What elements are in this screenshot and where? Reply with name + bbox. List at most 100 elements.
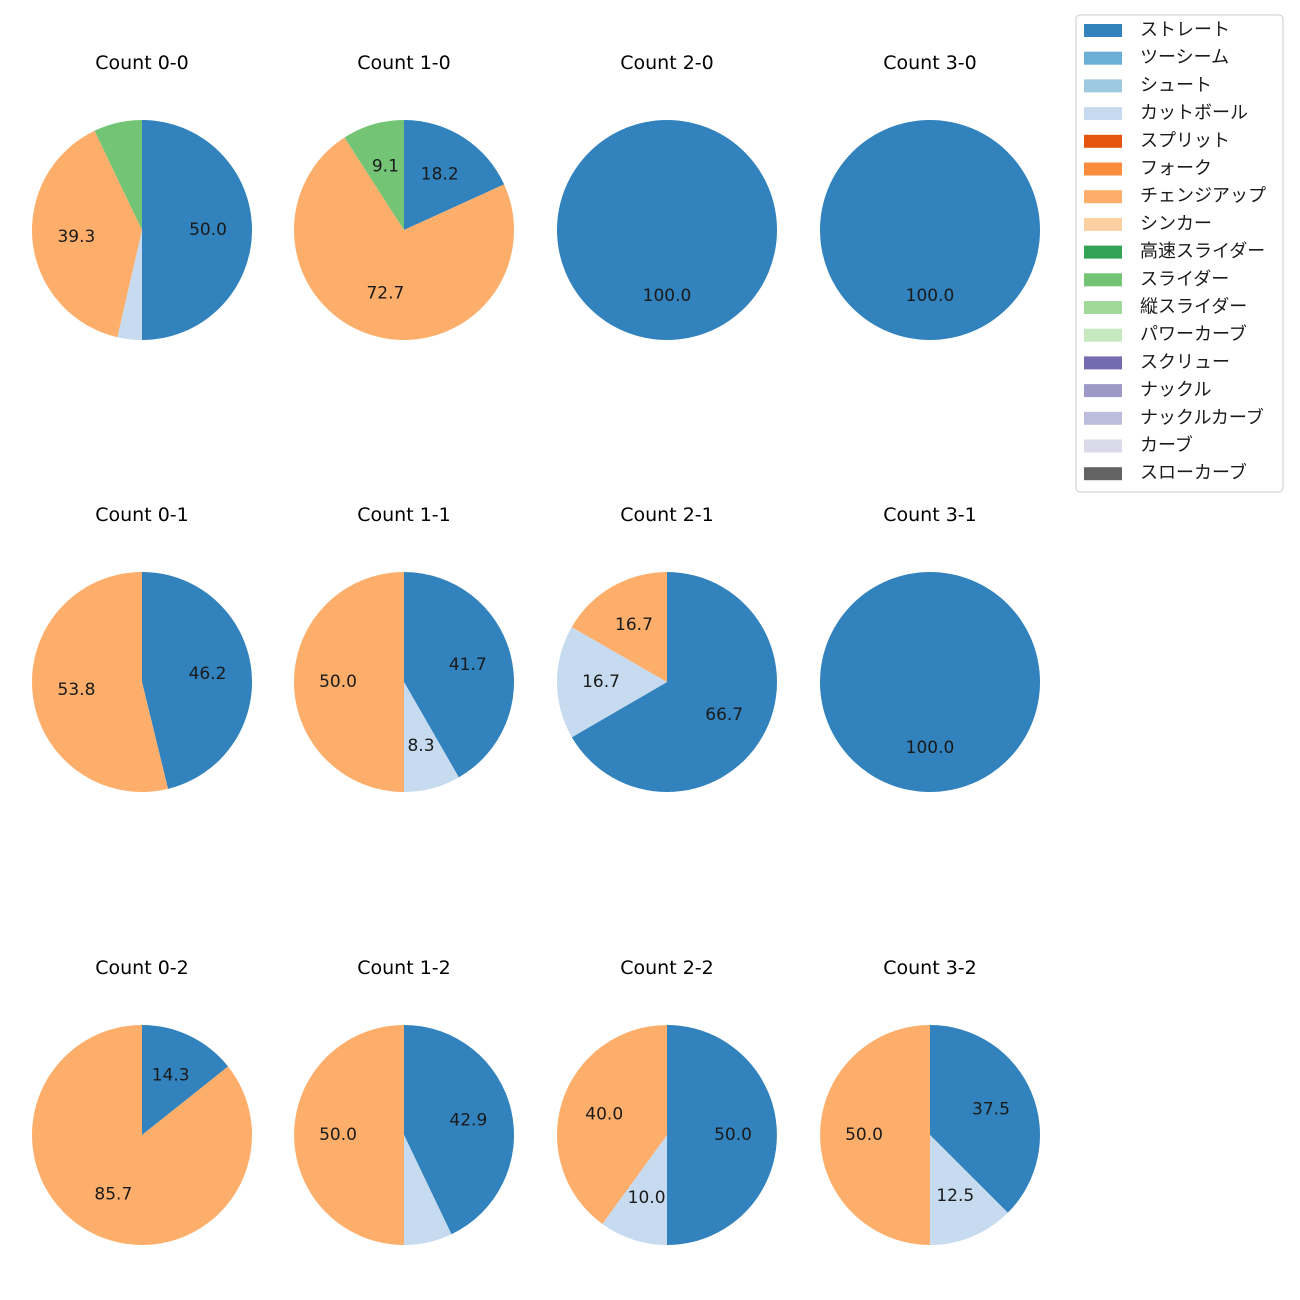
slice-label: 12.5 (936, 1186, 974, 1206)
pie-slice (294, 572, 404, 792)
pie-slice (820, 120, 1040, 340)
pie-title: Count 2-1 (620, 504, 714, 526)
slice-label: 14.3 (152, 1066, 190, 1086)
slice-label: 50.0 (845, 1125, 883, 1145)
slice-label: 16.7 (582, 672, 620, 692)
legend-swatch (1084, 245, 1122, 259)
legend-label: チェンジアップ (1140, 186, 1266, 207)
pie-title: Count 3-2 (883, 957, 977, 979)
pie-slice (294, 1025, 404, 1245)
pie-slice (602, 1135, 667, 1245)
slice-label: 50.0 (189, 220, 227, 240)
legend: ストレートツーシームシュートカットボールスプリットフォークチェンジアップシンカー… (1075, 14, 1284, 493)
slice-label: 40.0 (585, 1105, 623, 1125)
slice-label: 50.0 (714, 1125, 752, 1145)
legend-swatch (1084, 411, 1122, 425)
slice-label: 100.0 (643, 286, 692, 306)
legend-label: シンカー (1140, 213, 1212, 234)
slice-label: 85.7 (94, 1184, 132, 1204)
slice-label: 10.0 (628, 1188, 666, 1208)
legend-frame (1075, 14, 1284, 493)
slice-label: 53.8 (58, 680, 96, 700)
legend-swatch (1084, 51, 1122, 65)
legend-swatch (1084, 439, 1122, 453)
slice-label: 100.0 (906, 286, 955, 306)
pie-6: Count 1-1 41.7 8.3 50.0 (294, 504, 515, 792)
pie-3: Count 2-0 100.0 (557, 52, 777, 340)
legend-label: ナックル (1140, 380, 1211, 401)
pie-8: Count 3-1 100.0 (820, 504, 1040, 792)
slice-label: 39.3 (57, 227, 95, 247)
legend-swatch (1084, 134, 1122, 148)
legend-label: パワーカーブ (1140, 323, 1247, 345)
legend-label: 縦スライダー (1140, 297, 1247, 318)
pie-slice (557, 120, 777, 340)
pie-slice (142, 572, 253, 789)
pie-slice (571, 572, 777, 792)
slice-label: 72.7 (366, 283, 404, 303)
legend-label: 高速スライダー (1140, 241, 1265, 262)
pie-slice (404, 572, 515, 778)
pie-12: Count 3-2 37.5 12.5 50.0 (820, 957, 1040, 1245)
legend-swatch (1084, 273, 1122, 287)
legend-label: スライダー (1140, 269, 1229, 290)
legend-swatch (1084, 328, 1122, 342)
pie-title: Count 1-1 (357, 504, 451, 526)
pie-10: Count 1-2 42.9 50.0 (294, 957, 514, 1245)
pie-slice (117, 230, 142, 340)
slice-label: 41.7 (449, 655, 487, 675)
slice-label: 100.0 (906, 738, 955, 758)
legend-label: カーブ (1140, 434, 1193, 456)
pie-slice (556, 627, 667, 738)
pie-slice (32, 572, 169, 792)
legend-swatch (1084, 79, 1122, 93)
pie-1: Count 0-0 50.0 39.3 (31, 52, 252, 340)
slice-label: 18.2 (421, 164, 459, 184)
legend-swatch (1084, 190, 1122, 204)
legend-swatch (1084, 301, 1122, 314)
pie-slice (557, 1025, 667, 1224)
legend-swatch (1084, 384, 1122, 398)
pie-slice (930, 1025, 1040, 1213)
pie-slice (820, 572, 1040, 792)
slice-label: 37.5 (972, 1100, 1010, 1120)
slice-label: 8.3 (407, 736, 434, 756)
legend-label: ナックルカーブ (1140, 406, 1264, 428)
pie-slice (571, 572, 667, 682)
pie-slice (820, 1025, 930, 1245)
slice-label: 50.0 (319, 1125, 357, 1145)
slice-label: 46.2 (189, 664, 227, 684)
pie-7: Count 2-1 66.7 16.7 16.7 (556, 504, 777, 792)
legend-swatch (1084, 24, 1122, 37)
pie-slice (142, 120, 252, 340)
legend-label: ストレート (1140, 20, 1230, 41)
legend-swatch (1084, 467, 1122, 481)
slice-label: 50.0 (319, 672, 357, 692)
legend-label: スプリット (1140, 130, 1230, 151)
slice-label: 42.9 (449, 1110, 487, 1130)
pie-title: Count 3-1 (883, 504, 977, 526)
pie-slice (404, 1135, 452, 1245)
pie-slice (94, 120, 142, 230)
pie-slice (404, 1025, 514, 1235)
pie-title: Count 0-0 (95, 52, 189, 74)
legend-swatch (1084, 217, 1122, 231)
pie-title: Count 1-0 (357, 52, 451, 74)
pie-2: Count 1-0 18.2 72.7 9.1 (294, 52, 514, 340)
pie-9: Count 0-2 14.3 85.7 (32, 957, 253, 1245)
legend-swatch (1084, 107, 1122, 121)
pie-slice (667, 1025, 777, 1245)
slice-label: 66.7 (705, 705, 743, 725)
pie-slice (31, 130, 142, 338)
pie-title: Count 0-1 (95, 504, 189, 526)
legend-label: カットボール (1140, 103, 1248, 124)
pie-slice (294, 137, 514, 340)
legend-label: ツーシーム (1140, 47, 1229, 68)
pie-slice (32, 1025, 253, 1245)
pie-5: Count 0-1 46.2 53.8 (32, 504, 253, 792)
pie-4: Count 3-0 100.0 (820, 52, 1040, 340)
legend-label: シュート (1140, 75, 1212, 96)
legend-swatch (1084, 356, 1122, 370)
